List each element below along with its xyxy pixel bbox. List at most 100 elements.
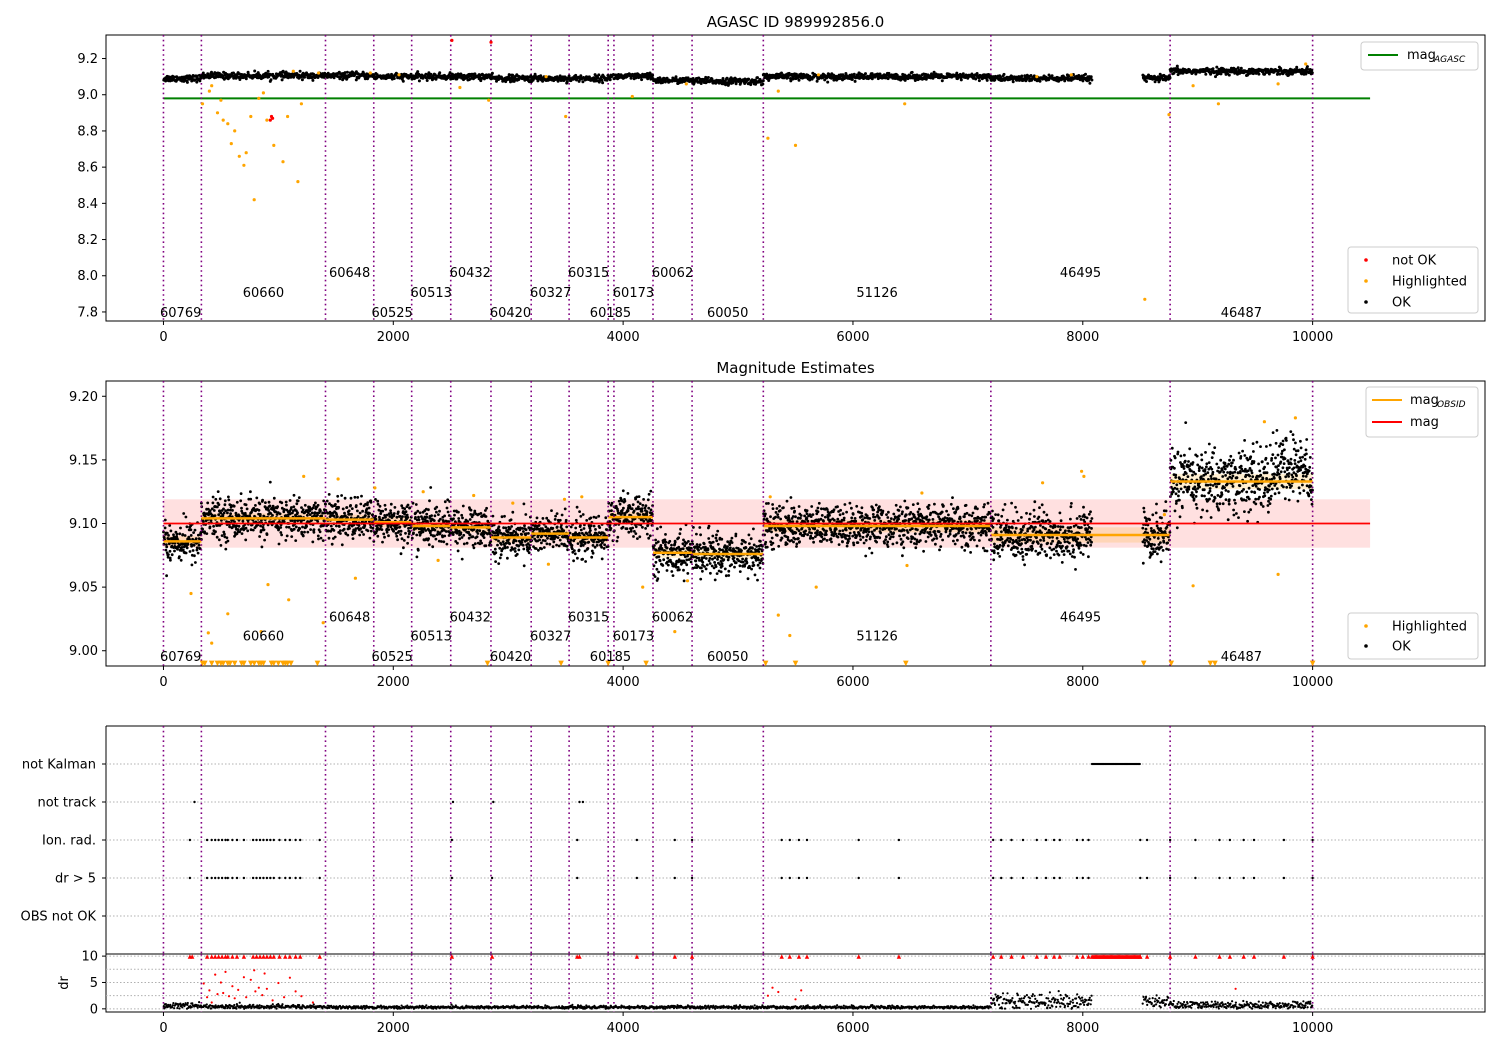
- ok-point: [284, 500, 288, 504]
- ok-point: [367, 515, 371, 518]
- ok-point: [357, 524, 361, 527]
- ok-point: [222, 530, 226, 534]
- ok-point: [565, 544, 569, 548]
- ok-point: [727, 555, 731, 559]
- ok-point: [168, 549, 172, 553]
- ok-point: [677, 545, 681, 549]
- ok-point: [287, 525, 291, 529]
- ok-point: [274, 510, 278, 514]
- ok-point: [459, 531, 463, 535]
- ok-point: [767, 502, 770, 505]
- ok-point: [692, 555, 696, 559]
- ok-point: [659, 525, 663, 529]
- ok-point: [206, 507, 210, 511]
- ok-point: [258, 535, 261, 538]
- ok-point: [280, 78, 284, 82]
- ok-point: [446, 510, 450, 514]
- ok-point: [685, 563, 689, 567]
- highlighted-point: [1276, 82, 1280, 86]
- highlighted-point: [1304, 62, 1308, 66]
- ok-point: [640, 507, 644, 510]
- ok-point: [631, 503, 635, 506]
- ok-point: [746, 577, 750, 581]
- highlighted-point: [816, 73, 821, 77]
- ok-point: [747, 533, 751, 537]
- ok-point: [595, 543, 599, 547]
- ok-point: [832, 73, 836, 77]
- ok-point: [167, 553, 170, 556]
- ok-point: [228, 525, 232, 529]
- ok-point: [713, 578, 717, 582]
- legend-label: mag: [1407, 48, 1436, 63]
- ok-point: [467, 536, 471, 540]
- ok-point: [579, 514, 583, 518]
- highlighted-point: [291, 69, 295, 73]
- ok-point: [648, 534, 652, 538]
- ok-point: [714, 565, 718, 568]
- legend-label-subscript: AGASC: [1433, 55, 1466, 65]
- ok-point: [1208, 68, 1211, 72]
- ok-point: [405, 513, 409, 517]
- ok-point: [659, 544, 663, 547]
- ok-point: [649, 489, 653, 493]
- ok-point: [269, 78, 273, 82]
- ok-point: [182, 512, 186, 515]
- ok-point: [268, 480, 272, 484]
- ok-point: [757, 558, 761, 562]
- ok-point: [298, 527, 302, 530]
- ok-point: [727, 569, 731, 573]
- ok-point: [750, 567, 753, 571]
- ok-point: [776, 513, 780, 516]
- ok-point: [314, 501, 317, 505]
- ok-point: [741, 557, 744, 561]
- ok-point: [332, 529, 336, 532]
- ok-point: [309, 528, 312, 531]
- ok-point: [359, 502, 363, 506]
- ok-point: [733, 565, 736, 569]
- ok-point: [376, 526, 379, 529]
- ok-point: [358, 511, 362, 515]
- ok-point: [211, 495, 215, 499]
- ok-point: [404, 531, 407, 535]
- ok-point: [704, 567, 708, 571]
- ok-point: [707, 524, 711, 528]
- ok-point: [724, 83, 728, 87]
- ok-point: [297, 496, 301, 499]
- ok-point: [520, 533, 523, 536]
- ok-point: [176, 547, 179, 551]
- ok-point: [560, 542, 564, 546]
- ok-point: [316, 503, 320, 507]
- ok-point: [428, 499, 431, 503]
- ok-point: [257, 508, 261, 512]
- ok-point: [281, 69, 285, 73]
- ok-point: [308, 505, 311, 509]
- ok-point: [244, 538, 248, 542]
- ok-point: [453, 513, 456, 517]
- ok-point: [634, 497, 637, 501]
- ok-point: [277, 527, 281, 531]
- ok-point: [435, 510, 438, 514]
- ok-point: [175, 532, 179, 536]
- ok-point: [178, 532, 182, 536]
- ok-point: [597, 73, 601, 77]
- ok-point: [499, 553, 503, 557]
- not-ok-point: [450, 38, 454, 43]
- ok-point: [1002, 72, 1006, 76]
- ok-point: [378, 504, 382, 508]
- ok-point: [697, 545, 701, 549]
- ok-point: [239, 499, 243, 503]
- ok-point: [446, 498, 450, 502]
- ok-point: [841, 73, 845, 77]
- ok-point: [300, 78, 304, 82]
- obsid-label: 60420: [490, 306, 531, 321]
- ok-point: [636, 500, 640, 504]
- ok-point: [657, 570, 660, 574]
- y-tick-label: 8.2: [77, 233, 98, 248]
- ok-point: [699, 533, 702, 537]
- ok-point: [547, 534, 551, 538]
- ok-point: [218, 524, 222, 527]
- ok-point: [1275, 72, 1279, 76]
- ok-point: [496, 543, 499, 547]
- ok-point: [163, 518, 167, 522]
- ok-point: [285, 503, 288, 507]
